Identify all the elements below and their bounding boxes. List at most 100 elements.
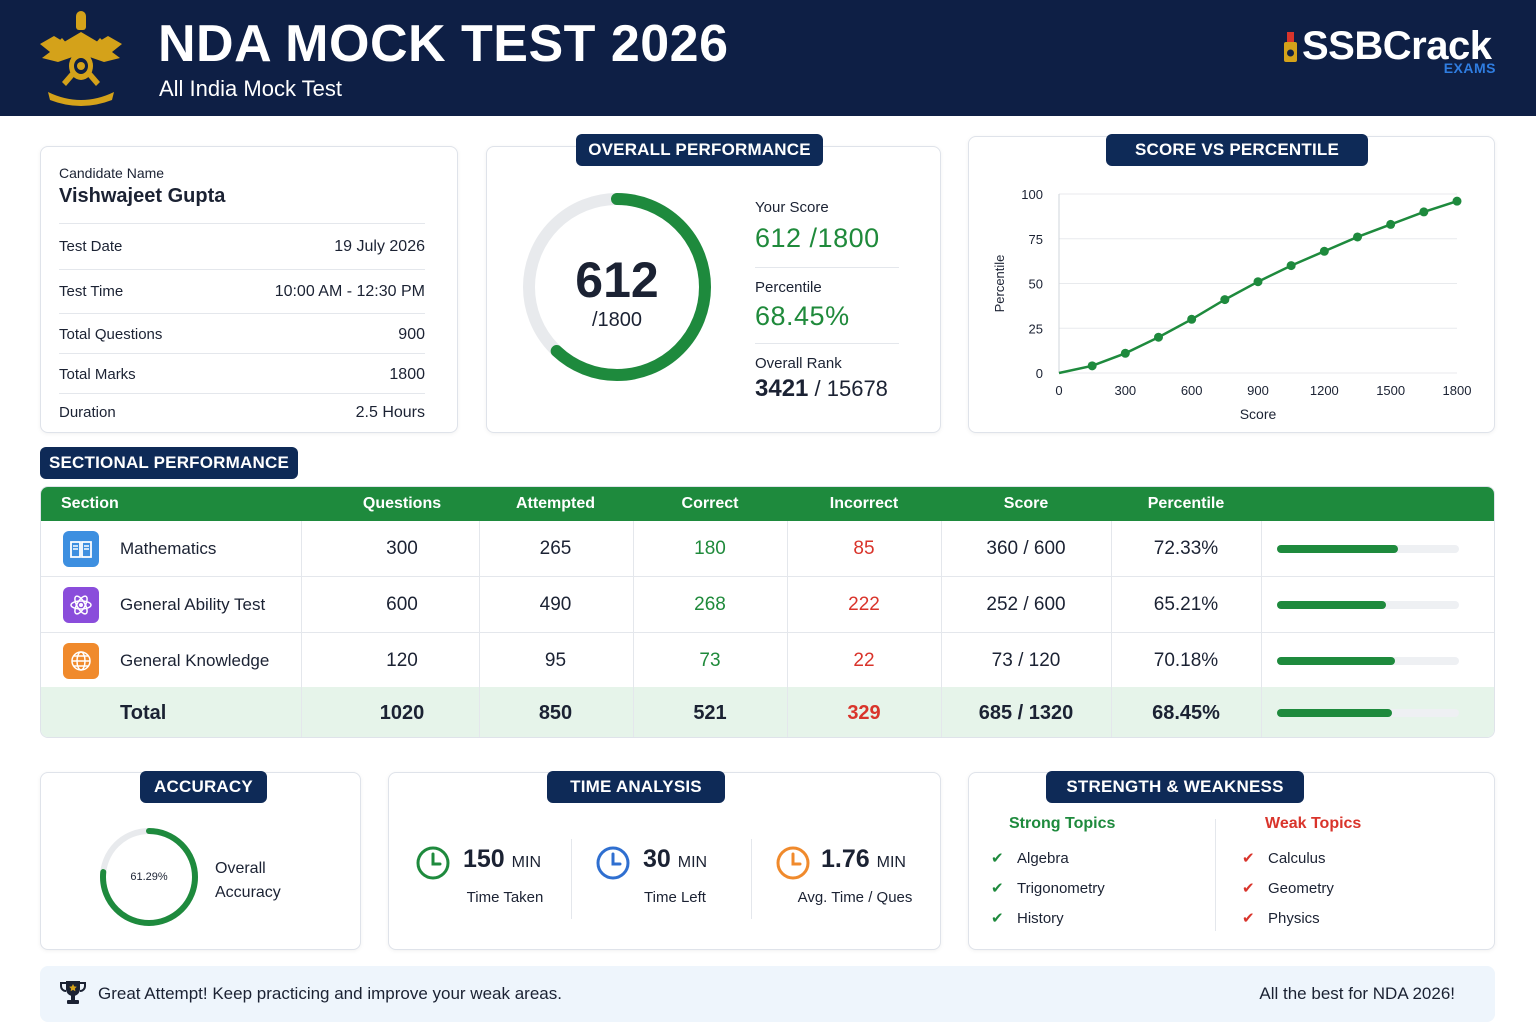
data-point <box>1087 361 1097 371</box>
questions: 1020 <box>379 702 425 724</box>
percentile-value: 68.45% <box>755 301 850 331</box>
rank-total: 15678 <box>826 376 888 401</box>
info-label: Duration <box>59 404 116 421</box>
percentile: 70.18% <box>1153 650 1219 671</box>
x-tick-label: 1500 <box>1376 383 1405 398</box>
footer-wish: All the best for NDA 2026! <box>1259 984 1455 1003</box>
percentile-bar <box>1277 601 1459 609</box>
info-label: Test Date <box>59 238 123 255</box>
data-point <box>1419 207 1429 217</box>
topic-label: History <box>1017 910 1064 927</box>
weak-topic-item: ✔ Calculus <box>1242 849 1326 867</box>
questions: 600 <box>386 594 418 615</box>
avg-time-block: 1.76 MIN Avg. Time / Ques <box>765 841 945 921</box>
time-taken-caption: Time Taken <box>466 889 544 906</box>
x-tick-label: 300 <box>1114 383 1136 398</box>
section-name: General Ability Test <box>120 595 266 614</box>
strength-weakness-heading: STRENGTH & WEAKNESS <box>1046 771 1304 803</box>
score: 685 / 1320 <box>978 702 1074 724</box>
attempted: 265 <box>539 538 572 559</box>
data-point <box>1353 232 1362 242</box>
table-row-total: Total 1020 850 521 329 685 / 1320 68.45% <box>41 687 1494 737</box>
percentile-bar-fill <box>1277 709 1392 717</box>
medal-icon <box>1284 32 1297 62</box>
percentile: 65.21% <box>1153 594 1219 615</box>
score-percentile-card: 0 25 50 75 100 0 300 600 900 1200 1500 1800 Score Per… <box>968 136 1495 433</box>
clock-icon <box>416 846 450 880</box>
x-tick-label: 0 <box>1055 383 1062 398</box>
brand-sub: EXAMS <box>1443 60 1496 76</box>
percentile-label: Percentile <box>755 279 822 296</box>
attempted: 95 <box>544 650 567 671</box>
data-point <box>1154 332 1163 342</box>
sectional-performance-heading: SECTIONAL PERFORMANCE <box>40 447 298 479</box>
check-icon: ✔ <box>991 850 1004 867</box>
percentile-bar <box>1277 545 1459 553</box>
sectional-table: Section Questions Attempted Correct Inco… <box>40 486 1495 738</box>
accuracy-card: 61.29% Overall Accuracy <box>40 772 361 950</box>
book-icon <box>63 531 99 567</box>
score-percentile-heading: SCORE VS PERCENTILE <box>1106 134 1368 166</box>
candidate-name-label: Candidate Name <box>59 165 165 181</box>
time-taken-value: 150 MIN <box>463 845 541 874</box>
overall-performance-heading: OVERALL PERFORMANCE <box>576 134 823 166</box>
clock-icon <box>596 846 630 880</box>
section-name: Total <box>120 702 167 724</box>
percentile-bar-fill <box>1277 545 1399 553</box>
score: 252 / 600 <box>986 594 1066 615</box>
section-name: Mathematics <box>120 539 217 558</box>
info-row-test-date: Test Date 19 July 2026 <box>59 223 425 269</box>
page-subtitle: All India Mock Test <box>159 76 343 101</box>
divider <box>755 267 899 268</box>
overall-performance-card: 612 /1800 Your Score 612 /1800 Percentil… <box>486 146 941 433</box>
check-icon: ✔ <box>1242 880 1255 897</box>
col-percentile: Percentile <box>1147 495 1225 512</box>
topic-label: Trigonometry <box>1017 880 1105 897</box>
accuracy-label-line2: Accuracy <box>215 884 281 901</box>
y-tick-label: 0 <box>1036 366 1043 381</box>
x-tick-label: 600 <box>1181 383 1203 398</box>
score-ring <box>523 193 711 381</box>
time-analysis-heading: TIME ANALYSIS <box>547 771 725 803</box>
column-divider <box>301 521 302 737</box>
table-row-general-ability[interactable]: General Ability Test 600 490 268 222 252… <box>41 577 1494 633</box>
column-divider <box>633 521 634 737</box>
accuracy-value: 61.29% <box>130 871 168 883</box>
incorrect: 85 <box>853 538 875 559</box>
score-percentile-chart: 0 25 50 75 100 0 300 600 900 1200 1500 1800 Score Per… <box>992 187 1471 422</box>
correct: 180 <box>694 538 726 559</box>
time-number: 150 <box>463 845 505 873</box>
info-label: Test Time <box>59 283 124 300</box>
score: 360 / 600 <box>986 538 1066 559</box>
info-value: 10:00 AM - 12:30 PM <box>274 282 425 300</box>
weak-topic-item: ✔ Physics <box>1242 909 1320 927</box>
score-value: 612 <box>575 252 659 308</box>
percentile: 68.45% <box>1152 702 1220 724</box>
attempted: 490 <box>539 594 572 615</box>
y-tick-label: 100 <box>1021 187 1043 202</box>
avg-time-value: 1.76 MIN <box>821 845 906 874</box>
data-point <box>1286 261 1296 271</box>
strong-topic-item: ✔ Trigonometry <box>991 879 1105 897</box>
footer-message: Great Attempt! Keep practicing and impro… <box>98 984 562 1003</box>
data-point <box>1253 277 1263 287</box>
strong-topics-title: Strong Topics <box>1009 815 1116 832</box>
info-value: 900 <box>398 325 425 343</box>
time-unit: MIN <box>511 854 541 871</box>
table-row-mathematics[interactable]: Mathematics 300 265 180 85 360 / 600 72.… <box>41 521 1494 577</box>
rank-number: 3421 <box>755 375 809 402</box>
x-tick-label: 1200 <box>1310 383 1339 398</box>
header-bar: NDA MOCK TEST 2026 All India Mock Test S… <box>0 0 1536 116</box>
avg-time-caption: Avg. Time / Ques <box>797 889 913 906</box>
brand-logo[interactable]: SSBCrack EXAMS <box>1276 24 1496 80</box>
incorrect: 329 <box>847 702 881 724</box>
y-tick-label: 50 <box>1029 277 1043 292</box>
column-divider <box>941 521 942 737</box>
data-point <box>1452 196 1462 206</box>
col-section: Section <box>61 495 119 512</box>
accuracy-heading: ACCURACY <box>140 771 267 803</box>
check-icon: ✔ <box>1242 910 1255 927</box>
info-row-total-questions: Total Questions 900 <box>59 313 425 355</box>
globe-icon <box>63 643 99 679</box>
table-row-general-knowledge[interactable]: General Knowledge 120 95 73 22 73 / 120 … <box>41 633 1494 689</box>
